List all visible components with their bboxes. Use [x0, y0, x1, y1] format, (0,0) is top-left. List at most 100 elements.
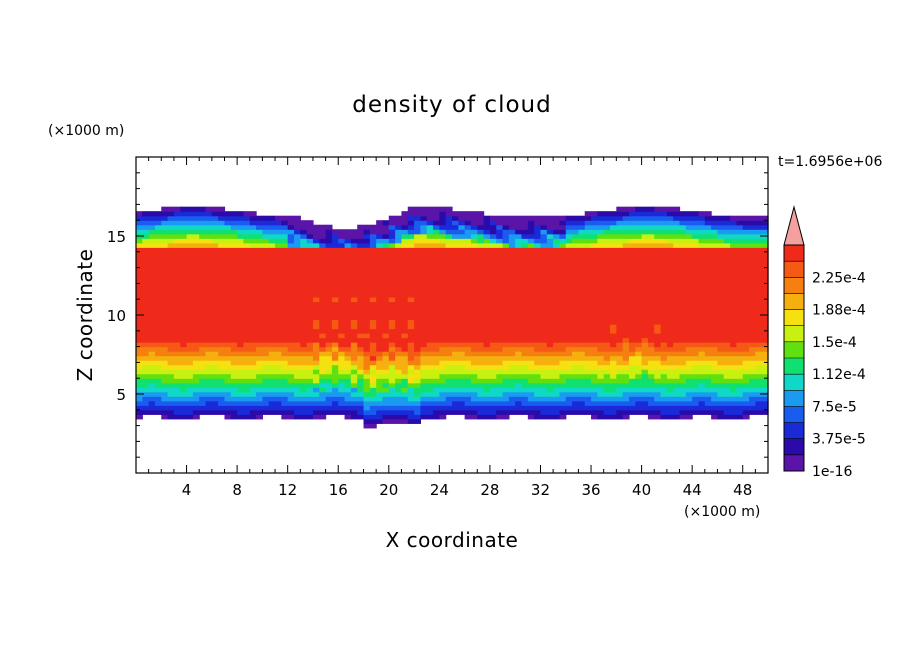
density-cell	[477, 391, 504, 397]
density-cell	[572, 238, 598, 244]
density-cell	[312, 355, 320, 361]
density-cell	[388, 355, 396, 361]
density-cell	[635, 206, 655, 212]
density-cell	[382, 233, 390, 239]
density-cell	[357, 382, 365, 388]
density-cell	[268, 351, 282, 357]
x-tick-label: 36	[581, 481, 600, 499]
density-cell	[414, 224, 421, 230]
density-cell	[325, 346, 333, 352]
density-cell	[742, 391, 769, 397]
colorbar-band	[784, 277, 804, 294]
density-cell	[685, 229, 719, 235]
density-cell	[685, 378, 712, 384]
density-cell	[660, 355, 668, 361]
density-cell	[559, 233, 567, 239]
density-cell	[426, 224, 434, 230]
density-cell	[736, 387, 769, 393]
x-axis-ticks: 4 8 12 16 20 24 28 32 36 40 44 48	[148, 157, 756, 499]
density-cell	[249, 242, 276, 248]
density-cell	[142, 238, 175, 244]
density-cell	[572, 351, 586, 357]
density-cell	[508, 233, 523, 239]
density-cell	[407, 333, 769, 339]
density-cell	[344, 382, 352, 388]
density-cell	[180, 342, 188, 348]
density-cell	[331, 238, 339, 244]
density-cell	[742, 409, 769, 415]
density-cell	[376, 342, 390, 348]
density-cell	[338, 369, 352, 375]
density-cell	[502, 224, 510, 230]
density-cell	[344, 396, 365, 402]
density-cell	[148, 382, 156, 388]
density-cell	[312, 369, 320, 375]
density-cell	[136, 292, 769, 298]
density-cell	[136, 224, 156, 230]
density-cell	[319, 360, 352, 366]
density-cell	[287, 396, 327, 402]
density-cell	[414, 346, 421, 352]
density-cell	[445, 396, 472, 402]
density-cell	[578, 229, 605, 235]
density-cell	[287, 220, 314, 226]
density-cell	[515, 351, 523, 357]
density-cell	[407, 378, 415, 384]
density-cell	[420, 355, 605, 361]
density-cell	[294, 409, 314, 415]
density-cell	[388, 324, 396, 330]
density-cell	[603, 355, 611, 361]
density-cell	[256, 224, 289, 230]
density-cell	[622, 215, 674, 221]
density-cell	[262, 229, 295, 235]
density-cell	[407, 396, 421, 402]
density-cell	[376, 364, 390, 370]
density-cell	[660, 360, 687, 366]
density-cell	[445, 215, 453, 221]
density-cell	[711, 414, 719, 420]
density-cell	[628, 346, 636, 352]
density-cell	[666, 387, 674, 393]
density-cell	[742, 224, 769, 230]
density-cell	[540, 224, 548, 230]
density-cell	[489, 229, 497, 235]
density-cell	[426, 342, 485, 348]
density-cell	[414, 369, 421, 375]
density-cell	[477, 373, 497, 379]
density-cell	[395, 242, 403, 248]
density-cell	[331, 355, 339, 361]
density-cell	[527, 414, 535, 420]
density-cell	[224, 396, 263, 402]
colorbar-band	[784, 438, 804, 456]
density-cell	[559, 409, 605, 415]
density-cell	[553, 238, 561, 244]
density-cell	[654, 373, 662, 379]
density-cell	[464, 351, 516, 357]
density-cell	[489, 387, 548, 393]
density-cell	[218, 364, 263, 370]
density-cell	[565, 224, 586, 230]
density-cell	[357, 387, 365, 393]
density-cell	[331, 233, 339, 239]
density-cell	[698, 382, 706, 388]
density-cell	[382, 242, 390, 248]
density-cell	[369, 229, 390, 235]
density-cell	[256, 391, 295, 397]
density-cell	[742, 373, 769, 379]
colorbar-band	[784, 422, 804, 440]
density-cell	[445, 211, 485, 217]
density-cell	[654, 396, 693, 402]
density-cell	[363, 418, 384, 424]
density-cell	[369, 296, 377, 303]
density-cell	[319, 242, 327, 248]
density-cell	[407, 414, 421, 420]
density-cell	[357, 242, 371, 248]
density-cell	[312, 364, 320, 370]
density-cell	[180, 206, 207, 212]
density-cell	[350, 378, 358, 384]
density-cell	[363, 364, 371, 370]
density-cell	[401, 378, 409, 384]
colorbar-label: 1e-16	[812, 464, 852, 480]
density-cell	[616, 220, 681, 226]
density-cell	[692, 396, 712, 402]
